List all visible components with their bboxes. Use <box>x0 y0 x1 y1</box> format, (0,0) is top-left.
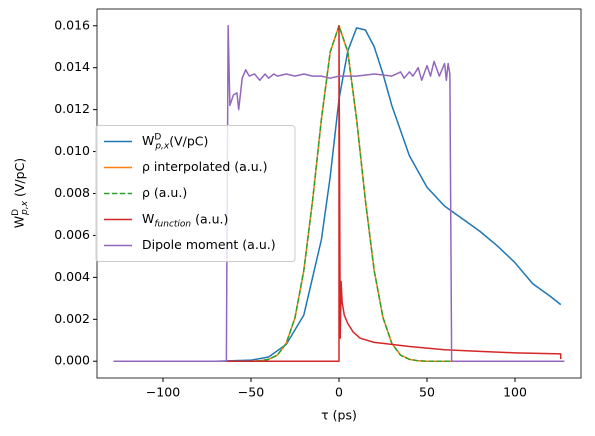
legend-box <box>95 125 296 262</box>
y-tick-label: 0.010 <box>54 143 90 158</box>
y-tick-label: 0.014 <box>54 59 90 74</box>
y-tick-label: 0.006 <box>54 227 90 242</box>
series-line <box>113 27 562 362</box>
y-tick-label: 0.004 <box>54 269 90 284</box>
x-tick-label: 100 <box>503 385 527 400</box>
y-tick-label: 0.012 <box>54 101 90 116</box>
y-tick-label: 0.016 <box>54 17 90 32</box>
y-tick-label: 0.000 <box>54 353 90 368</box>
legend: WD p,x(V/pC) ρ interpolated (a.u.) ρ (a.u.)… <box>95 125 296 262</box>
legend-label: WD p,x(V/pC) <box>142 132 208 151</box>
y-axis-label: WDp,x (V/pC) <box>11 158 30 228</box>
x-tick-label: −100 <box>146 385 180 400</box>
x-tick-label: 0 <box>335 385 343 400</box>
legend-label: ρ (a.u.) <box>142 185 187 200</box>
x-tick-label: −50 <box>238 385 264 400</box>
series-line <box>113 25 562 362</box>
legend-label: ρ interpolated (a.u.) <box>142 159 268 174</box>
y-tick-label: 0.008 <box>54 185 90 200</box>
y-tick-label: 0.002 <box>54 311 90 326</box>
legend-label: Dipole moment (a.u.) <box>142 237 276 252</box>
series-line <box>113 25 565 362</box>
x-tick-label: 50 <box>419 385 435 400</box>
x-axis-label: τ (ps) <box>321 408 357 423</box>
